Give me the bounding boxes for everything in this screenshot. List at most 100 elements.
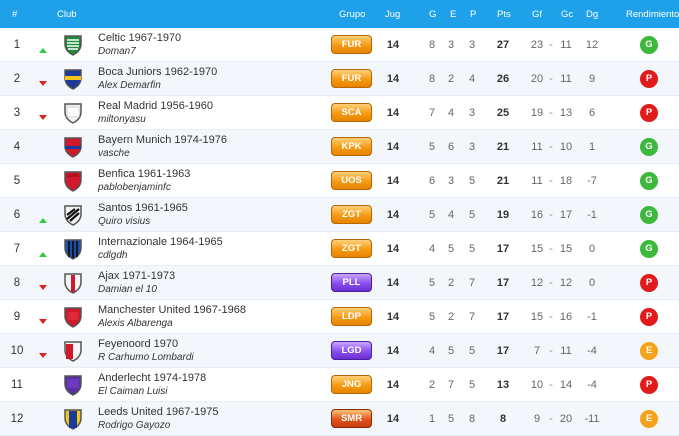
group-badge[interactable]: LDP (331, 307, 372, 326)
rank-cell: 6 (13, 209, 21, 221)
losses: 3 (468, 39, 476, 51)
group-badge[interactable]: KPK (331, 137, 372, 156)
group-badge[interactable]: ZGT (331, 239, 372, 258)
losses: 3 (468, 107, 476, 119)
header-jug[interactable]: Jug (385, 9, 401, 20)
group-badge[interactable]: UOS (331, 171, 372, 190)
table-row[interactable]: 4 Bayern Munich 1974-1976 vasche KPK 14 … (0, 130, 679, 164)
table-body: 1 Celtic 1967-1970 Doman7 FUR 14 8 3 3 2… (0, 28, 679, 436)
manager-name-link[interactable]: Alexis Albarenga (98, 318, 173, 329)
club-name-link[interactable]: Bayern Munich 1974-1976 (98, 134, 228, 146)
club-name-link[interactable]: Celtic 1967-1970 (98, 32, 182, 44)
table-row[interactable]: 2 Boca Juniors 1962-1970 Alex Demarfin F… (0, 62, 679, 96)
performance-badge[interactable]: G (640, 172, 658, 190)
matches-played: 14 (386, 413, 400, 425)
manager-name-link[interactable]: Rodrigo Gayozo (98, 420, 171, 431)
group-badge[interactable]: PLL (331, 273, 372, 292)
performance-badge[interactable]: G (640, 206, 658, 224)
goals-for: 9 (533, 413, 541, 425)
table-row[interactable]: 10 Feyenoord 1970 R Carhumo Lombardi LGD… (0, 334, 679, 368)
table-row[interactable]: 7 Internazionale 1964-1965 cdlgdh ZGT 14… (0, 232, 679, 266)
group-badge[interactable]: FUR (331, 35, 372, 54)
table-row[interactable]: 6 Santos 1961-1965 Quiro visius ZGT 14 5… (0, 198, 679, 232)
table-row[interactable]: 3 Real Madrid 1956-1960 miltonyasu SCA 1… (0, 96, 679, 130)
club-name-link[interactable]: Benfica 1961-1963 (98, 168, 191, 180)
club-name-link[interactable]: Leeds United 1967-1975 (98, 406, 219, 418)
trend-none-icon (38, 415, 48, 423)
wins: 8 (428, 73, 436, 85)
goal-difference: 0 (588, 277, 596, 289)
header-pts[interactable]: Pts (497, 9, 511, 20)
manutd-crest-icon (61, 305, 85, 329)
manager-name-link[interactable]: Alex Demarfin (98, 80, 161, 91)
header-group[interactable]: Grupo (339, 9, 366, 20)
wins: 5 (428, 311, 436, 323)
club-name-link[interactable]: Anderlecht 1974-1978 (98, 372, 207, 384)
performance-badge[interactable]: P (640, 274, 658, 292)
manager-name-link[interactable]: pablobenjaminfc (98, 182, 171, 193)
header-g[interactable]: G (429, 9, 437, 20)
goals-for: 15 (530, 311, 544, 323)
feyenoord-crest-icon (61, 339, 85, 363)
performance-badge[interactable]: P (640, 376, 658, 394)
manager-name-link[interactable]: El Caiman Luisi (98, 386, 168, 397)
manager-name-link[interactable]: cdlgdh (98, 250, 128, 261)
header-gf[interactable]: Gf (532, 9, 543, 20)
manager-name-link[interactable]: R Carhumo Lombardi (98, 352, 194, 363)
table-row[interactable]: 9 Manchester United 1967-1968 Alexis Alb… (0, 300, 679, 334)
group-badge[interactable]: SMR (331, 409, 372, 428)
manager-name-link[interactable]: miltonyasu (98, 114, 146, 125)
club-name-link[interactable]: Manchester United 1967-1968 (98, 304, 246, 316)
performance-badge[interactable]: P (640, 104, 658, 122)
goals-against: 14 (559, 379, 573, 391)
club-name-link[interactable]: Feyenoord 1970 (98, 338, 179, 350)
performance-badge[interactable]: G (640, 36, 658, 54)
group-badge[interactable]: ZGT (331, 205, 372, 224)
club-name-link[interactable]: Internazionale 1964-1965 (98, 236, 223, 248)
wins: 8 (428, 39, 436, 51)
wins: 5 (428, 209, 436, 221)
header-p[interactable]: P (470, 9, 477, 20)
rank-cell: 8 (13, 277, 21, 289)
manager-name-link[interactable]: Doman7 (98, 46, 136, 57)
group-badge[interactable]: LGD (331, 341, 372, 360)
club-name-link[interactable]: Boca Juniors 1962-1970 (98, 66, 218, 78)
performance-badge[interactable]: P (640, 70, 658, 88)
club-name-link[interactable]: Ajax 1971-1973 (98, 270, 176, 282)
matches-played: 14 (386, 175, 400, 187)
table-row[interactable]: 8 Ajax 1971-1973 Damian el 10 PLL 14 5 2… (0, 266, 679, 300)
points: 19 (496, 209, 510, 221)
table-row[interactable]: 1 Celtic 1967-1970 Doman7 FUR 14 8 3 3 2… (0, 28, 679, 62)
goal-difference: 0 (588, 243, 596, 255)
table-row[interactable]: 12 Leeds United 1967-1975 Rodrigo Gayozo… (0, 402, 679, 436)
group-badge[interactable]: FUR (331, 69, 372, 88)
goals-separator: - (549, 243, 553, 255)
performance-badge[interactable]: G (640, 138, 658, 156)
club-name-link[interactable]: Santos 1961-1965 (98, 202, 188, 214)
group-badge[interactable]: SCA (331, 103, 372, 122)
manager-name-link[interactable]: Damian el 10 (98, 284, 157, 295)
table-row[interactable]: 11 Anderlecht 1974-1978 El Caiman Luisi … (0, 368, 679, 402)
header-club[interactable]: Club (57, 9, 77, 20)
draws: 5 (447, 243, 455, 255)
manager-name-link[interactable]: Quiro visius (98, 216, 151, 227)
header-e[interactable]: E (450, 9, 457, 20)
goals-separator: - (549, 141, 553, 153)
group-badge[interactable]: JNG (331, 375, 372, 394)
header-dg[interactable]: Dg (586, 9, 599, 20)
manager-name-link[interactable]: vasche (98, 148, 130, 159)
points: 17 (496, 345, 510, 357)
club-name-link[interactable]: Real Madrid 1956-1960 (98, 100, 213, 112)
performance-badge[interactable]: P (640, 308, 658, 326)
wins: 4 (428, 345, 436, 357)
header-gc[interactable]: Gc (561, 9, 574, 20)
points: 25 (496, 107, 510, 119)
performance-badge[interactable]: E (640, 342, 658, 360)
performance-badge[interactable]: E (640, 410, 658, 428)
header-rendimiento[interactable]: Rendimiento (626, 9, 679, 20)
goal-difference: 9 (588, 73, 596, 85)
performance-badge[interactable]: G (640, 240, 658, 258)
table-row[interactable]: 5 Benfica 1961-1963 pablobenjaminfc UOS … (0, 164, 679, 198)
rank-cell: 3 (13, 107, 21, 119)
trend-down-icon (38, 109, 48, 120)
